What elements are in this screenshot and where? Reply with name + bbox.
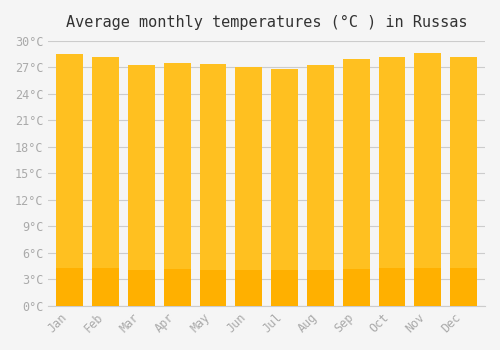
Bar — [307, 270, 334, 306]
Bar — [92, 268, 119, 306]
Bar — [342, 269, 369, 306]
Bar — [56, 268, 84, 306]
Bar — [164, 270, 190, 306]
Bar — [342, 60, 369, 306]
Title: Average monthly temperatures (°C ) in Russas: Average monthly temperatures (°C ) in Ru… — [66, 15, 468, 30]
Bar — [200, 270, 226, 306]
Bar — [378, 268, 406, 306]
Bar — [414, 53, 441, 306]
Bar — [271, 69, 298, 306]
Bar — [450, 268, 477, 306]
Bar — [414, 268, 441, 306]
Bar — [200, 64, 226, 306]
Bar — [378, 57, 406, 306]
Bar — [128, 65, 155, 306]
Bar — [236, 270, 262, 306]
Bar — [164, 63, 190, 306]
Bar — [128, 270, 155, 306]
Bar — [92, 57, 119, 306]
Bar — [236, 68, 262, 306]
Bar — [450, 57, 477, 306]
Bar — [56, 54, 84, 306]
Bar — [271, 270, 298, 306]
Bar — [307, 65, 334, 306]
